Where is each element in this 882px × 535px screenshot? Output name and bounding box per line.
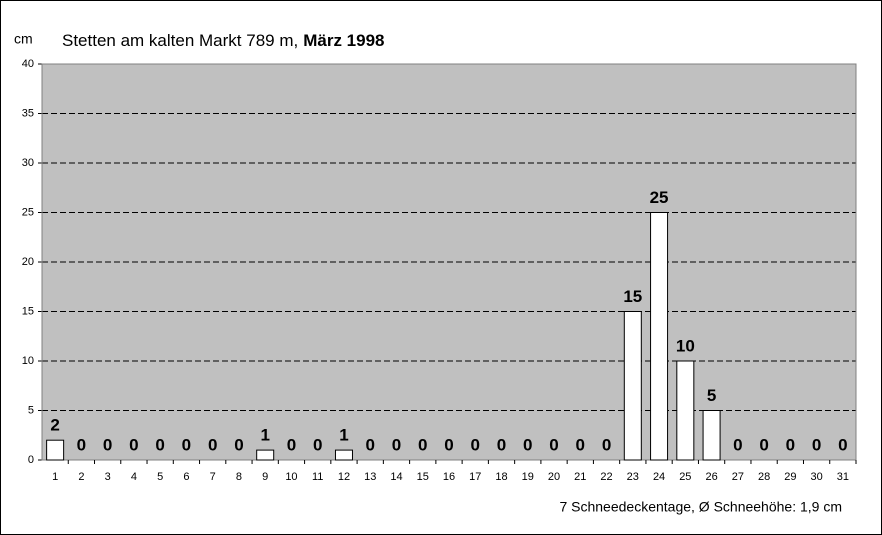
value-label: 0 — [733, 435, 742, 454]
value-label: 0 — [418, 435, 427, 454]
y-tick-label: 10 — [22, 355, 34, 367]
x-tick-label: 17 — [469, 471, 481, 483]
x-tick-label: 26 — [705, 471, 717, 483]
value-label: 10 — [676, 336, 695, 355]
value-label: 15 — [623, 287, 642, 306]
value-label: 0 — [602, 435, 611, 454]
bar — [623, 311, 642, 461]
x-tick-label: 21 — [574, 471, 586, 483]
bar — [334, 449, 353, 461]
bar — [702, 410, 721, 461]
y-tick-label: 40 — [22, 58, 34, 70]
x-tick-label: 4 — [131, 471, 137, 483]
plot-border — [41, 63, 857, 461]
value-label: 5 — [707, 386, 716, 405]
footer-note: 7 Schneedeckentage, Ø Schneehöhe: 1,9 cm — [559, 499, 842, 515]
value-label: 0 — [838, 435, 847, 454]
x-tick-label: 30 — [810, 471, 822, 483]
value-label: 0 — [103, 435, 112, 454]
x-tick-label: 7 — [210, 471, 216, 483]
value-label: 0 — [208, 435, 217, 454]
x-tick-label: 27 — [732, 471, 744, 483]
x-tick-label: 12 — [338, 471, 350, 483]
y-tick-label: 0 — [28, 454, 34, 466]
bar — [650, 212, 669, 461]
title-text: Stetten am kalten Markt 789 m, — [62, 31, 298, 50]
value-label: 0 — [182, 435, 191, 454]
value-label: 0 — [786, 435, 795, 454]
value-label: 0 — [155, 435, 164, 454]
x-tick-label: 1 — [52, 471, 58, 483]
value-label: 0 — [77, 435, 86, 454]
x-tick-label: 5 — [157, 471, 163, 483]
value-label: 1 — [260, 426, 269, 445]
y-tick-label: 30 — [22, 157, 34, 169]
x-tick-label: 22 — [600, 471, 612, 483]
x-tick-label: 11 — [312, 471, 323, 483]
value-label: 0 — [444, 435, 453, 454]
bar — [46, 439, 65, 461]
value-label: 0 — [523, 435, 532, 454]
x-tick-label: 2 — [78, 471, 84, 483]
x-tick-label: 20 — [548, 471, 560, 483]
x-tick-label: 15 — [417, 471, 429, 483]
x-tick-label: 8 — [236, 471, 242, 483]
x-tick-label: 10 — [285, 471, 297, 483]
title-date: März 1998 — [303, 31, 384, 50]
x-tick-label: 16 — [443, 471, 455, 483]
value-label: 0 — [576, 435, 585, 454]
value-label: 0 — [287, 435, 296, 454]
value-label: 0 — [549, 435, 558, 454]
x-tick-label: 28 — [758, 471, 770, 483]
value-label: 1 — [339, 426, 348, 445]
x-tick-label: 18 — [495, 471, 507, 483]
value-label: 0 — [497, 435, 506, 454]
x-tick-label: 9 — [262, 471, 268, 483]
value-label: 25 — [650, 188, 669, 207]
x-tick-label: 29 — [784, 471, 796, 483]
value-label: 2 — [50, 416, 59, 435]
value-label: 0 — [471, 435, 480, 454]
y-tick-label: 35 — [22, 107, 34, 119]
y-tick-label: 5 — [28, 404, 34, 416]
value-label: 0 — [812, 435, 821, 454]
value-label: 0 — [313, 435, 322, 454]
x-tick-label: 31 — [837, 471, 849, 483]
y-tick-label: 15 — [22, 305, 34, 317]
x-tick-label: 24 — [653, 471, 665, 483]
value-label: 0 — [392, 435, 401, 454]
x-tick-label: 23 — [627, 471, 639, 483]
x-tick-label: 14 — [390, 471, 402, 483]
y-tick-label: 20 — [22, 256, 34, 268]
x-tick-label: 3 — [105, 471, 111, 483]
x-tick-label: 25 — [679, 471, 691, 483]
chart-title: Stetten am kalten Markt 789 m, März 1998 — [62, 31, 385, 50]
y-tick-label: 25 — [22, 206, 34, 218]
value-label: 0 — [365, 435, 374, 454]
value-label: 0 — [234, 435, 243, 454]
x-tick-label: 13 — [364, 471, 376, 483]
value-label: 0 — [129, 435, 138, 454]
x-tick-label: 6 — [183, 471, 189, 483]
x-tick-label: 19 — [522, 471, 534, 483]
bar — [256, 449, 275, 461]
bar — [676, 360, 695, 461]
y-axis-label: cm — [14, 31, 33, 47]
value-label: 0 — [759, 435, 768, 454]
